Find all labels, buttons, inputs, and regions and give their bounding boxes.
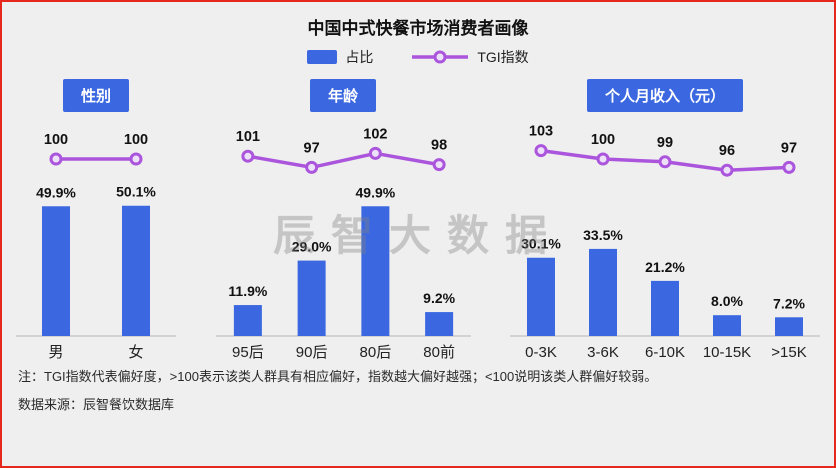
chart-panels: 性别 49.9% 男 50.1% 女 100 100 年龄 11.9% 95后 29.0% 90… <box>2 79 834 364</box>
x-axis-label: 3-6K <box>587 344 619 361</box>
tgi-value-label: 97 <box>781 140 797 156</box>
bar-value-label: 50.1% <box>116 184 156 200</box>
gender-chart: 49.9% 男 50.1% 女 100 100 <box>16 132 176 361</box>
bar-value-label: 21.2% <box>645 259 685 275</box>
x-axis-label: 女 <box>128 343 143 361</box>
tgi-marker-icon <box>658 155 672 169</box>
legend-item-bar: 占比 <box>307 47 373 67</box>
line-legend-label: TGI指数 <box>477 49 529 65</box>
tgi-line <box>247 151 439 170</box>
tgi-value-label: 100 <box>591 132 615 148</box>
footnotes: 注：TGI指数代表偏好度，>100表示该类人群具有相应偏好，指数越大偏好越强；<… <box>2 364 834 413</box>
age-chart: 11.9% 95后 29.0% 90后 49.9% 80后 9.2% 80前 101 97 102 9… <box>215 126 471 361</box>
note-data-source: 数据来源：辰智餐饮数据库 <box>18 397 175 412</box>
tgi-marker-icon <box>304 160 318 174</box>
bar <box>42 206 70 336</box>
x-axis-label: 男 <box>48 344 63 361</box>
tgi-marker-icon <box>49 152 63 166</box>
legend-line-marker-icon <box>433 50 447 64</box>
bar-legend-label: 占比 <box>345 49 374 65</box>
x-axis-label: >15K <box>771 344 806 361</box>
x-axis-label: 90后 <box>295 344 327 361</box>
bar <box>424 312 453 336</box>
tgi-marker-icon <box>534 144 548 158</box>
line-legend-swatch <box>412 50 469 64</box>
bar-value-label: 33.5% <box>583 227 623 243</box>
panel-income: 个人月收入（元） 30.1% 0-3K 33.5% 3-6K 21.2% 6-10K 8.0… <box>510 79 820 364</box>
tgi-value-label: 103 <box>529 124 553 140</box>
x-axis-label: 10-15K <box>703 344 751 361</box>
tgi-marker-icon <box>720 163 734 177</box>
tgi-marker-icon <box>368 146 382 160</box>
x-axis-label: 80前 <box>423 344 455 361</box>
x-axis-label: 95后 <box>232 344 264 361</box>
tgi-marker-icon <box>240 149 254 163</box>
bar-value-label: 49.9% <box>355 184 395 200</box>
bar <box>527 257 555 336</box>
x-axis-label: 0-3K <box>525 344 557 361</box>
tgi-value-label: 99 <box>657 135 673 151</box>
bar <box>122 205 150 336</box>
panel-gender: 性别 49.9% 男 50.1% 女 100 100 <box>16 79 176 364</box>
bar-value-label: 49.9% <box>36 184 76 200</box>
bar <box>360 206 389 336</box>
bar <box>713 315 741 336</box>
tgi-marker-icon <box>129 152 143 166</box>
chart-title: 中国中式快餐市场消费者画像 <box>307 19 529 38</box>
legend-item-line: TGI指数 <box>411 47 529 67</box>
bar <box>589 248 617 336</box>
bar-value-label: 8.0% <box>711 293 743 309</box>
tgi-value-label: 100 <box>44 132 68 148</box>
tgi-value-label: 98 <box>431 138 447 154</box>
bar-value-label: 11.9% <box>228 283 267 299</box>
bar <box>651 280 679 336</box>
bar-legend-swatch <box>307 50 338 64</box>
x-axis-label: 80后 <box>359 344 391 361</box>
bar <box>775 317 803 336</box>
bar-value-label: 29.0% <box>291 239 331 255</box>
bar <box>297 260 326 336</box>
panel-age-header: 年龄 <box>309 79 376 112</box>
panel-income-header: 个人月收入（元） <box>586 79 743 112</box>
tgi-value-label: 96 <box>719 143 735 159</box>
tgi-value-label: 102 <box>363 126 387 142</box>
panel-gender-header: 性别 <box>62 79 129 112</box>
income-chart: 30.1% 0-3K 33.5% 3-6K 21.2% 6-10K 8.0% 10-15K 7.… <box>510 124 820 361</box>
legend: 占比 TGI指数 <box>2 47 834 67</box>
tgi-value-label: 100 <box>124 132 148 148</box>
bar-value-label: 30.1% <box>521 236 561 252</box>
panel-age: 年龄 11.9% 95后 29.0% 90后 49.9% 80后 9.2% 80前 101 97 1… <box>215 79 471 364</box>
tgi-marker-icon <box>432 158 446 172</box>
tgi-marker-icon <box>782 160 796 174</box>
tgi-value-label: 97 <box>303 140 319 156</box>
bar-value-label: 7.2% <box>773 295 805 311</box>
x-axis-label: 6-10K <box>645 344 685 361</box>
bar-value-label: 9.2% <box>423 290 455 306</box>
bar <box>233 305 262 336</box>
tgi-value-label: 101 <box>235 129 259 145</box>
tgi-marker-icon <box>596 152 610 166</box>
note-tgi-explanation: 注：TGI指数代表偏好度，>100表示该类人群具有相应偏好，指数越大偏好越强；<… <box>18 369 658 384</box>
